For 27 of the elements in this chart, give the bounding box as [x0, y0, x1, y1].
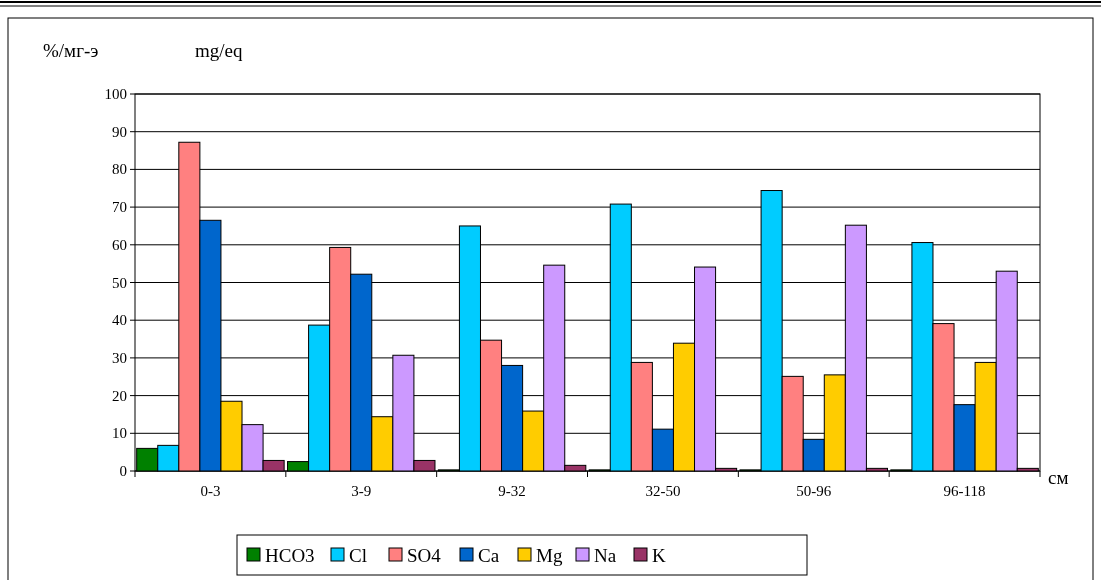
y-tick-label: 60 — [112, 236, 127, 253]
x-tick-label: 50-96 — [796, 483, 832, 499]
x-tick-label: 3-9 — [351, 483, 372, 499]
y-tick-label: 30 — [112, 349, 127, 366]
y-tick-label: 50 — [112, 274, 127, 291]
x-tick-label: 32-50 — [645, 483, 681, 499]
legend-label: Na — [594, 545, 617, 566]
x-tick-label: 9-32 — [498, 483, 526, 499]
legend-label: K — [652, 545, 666, 566]
legend-label: HCO3 — [265, 545, 315, 566]
y-tick-label: 10 — [112, 425, 127, 442]
y-tick-label: 80 — [112, 161, 127, 178]
y-axis-title: %/мг-э — [43, 40, 99, 61]
legend-label: Ca — [478, 545, 500, 566]
y-tick-label: 100 — [104, 86, 127, 102]
legend-label: Cl — [349, 545, 367, 566]
x-axis-title: см — [1048, 467, 1069, 488]
text: mg/eq — [195, 40, 243, 61]
y-tick-label: 70 — [112, 199, 127, 216]
y-tick-label: 0 — [119, 463, 127, 479]
y-tick-label: 90 — [112, 123, 127, 140]
legend-label: SO4 — [407, 545, 442, 566]
y-tick-label: 20 — [112, 387, 127, 404]
x-tick-label: 0-3 — [200, 483, 221, 499]
legend-label: Mg — [536, 545, 563, 566]
y-tick-label: 40 — [112, 312, 127, 329]
x-tick-label: 96-118 — [943, 483, 986, 499]
